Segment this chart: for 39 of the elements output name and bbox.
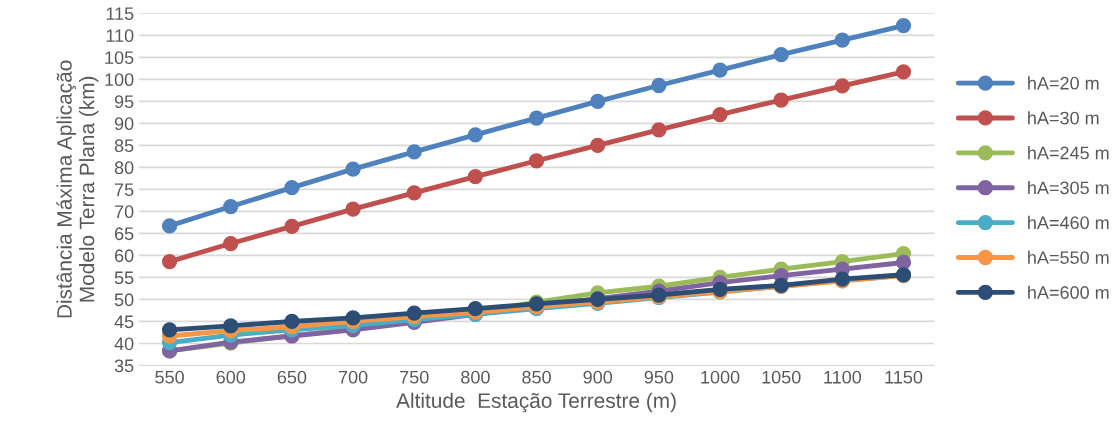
y-tick-label: 35 bbox=[114, 359, 134, 373]
y-tick-label: 90 bbox=[114, 117, 134, 131]
legend-label: hA=20 m bbox=[1028, 76, 1099, 90]
legend-label: hA=305 m bbox=[1028, 180, 1109, 195]
x-tick-label: 750 bbox=[400, 370, 429, 384]
y-tick-label: 45 bbox=[114, 315, 134, 329]
x-tick-label: 1000 bbox=[701, 370, 740, 384]
x-tick-label: 800 bbox=[461, 370, 490, 384]
y-tick-label: 85 bbox=[114, 139, 134, 153]
x-tick-label: 900 bbox=[583, 370, 613, 384]
y-tick-label: 115 bbox=[106, 7, 134, 21]
y-tick-label: 75 bbox=[114, 183, 134, 197]
legend-label: hA=460 m bbox=[1028, 215, 1109, 230]
x-tick-label: 1050 bbox=[762, 370, 801, 384]
legend-label: hA=550 m bbox=[1028, 250, 1109, 264]
y-tick-label: 65 bbox=[114, 227, 134, 241]
y-tick-label: 110 bbox=[106, 29, 134, 43]
legend-label: hA=30 m bbox=[1028, 111, 1099, 125]
x-tick-label: 1150 bbox=[885, 370, 923, 384]
y-tick-label: 80 bbox=[114, 161, 134, 175]
y-tick-label: 100 bbox=[105, 73, 134, 87]
x-tick-label: 600 bbox=[216, 370, 246, 384]
legend-label: hA=600 m bbox=[1028, 285, 1109, 299]
y-tick-label: 60 bbox=[114, 249, 134, 263]
y-axis-title: Distância Máxima Aplicação Modelo Terra Plana (km) bbox=[56, 60, 99, 318]
x-axis-title: Altitude Estação Terrestre (m) bbox=[396, 392, 676, 413]
y-tick-label: 95 bbox=[114, 95, 134, 109]
x-tick-label: 650 bbox=[277, 370, 307, 384]
y-tick-label: 40 bbox=[114, 337, 134, 351]
y-tick-label: 55 bbox=[114, 271, 134, 285]
x-tick-label: 550 bbox=[155, 370, 184, 384]
y-tick-label: 70 bbox=[114, 205, 134, 219]
legend-label: hA=245 m bbox=[1028, 146, 1109, 160]
y-tick-label: 105 bbox=[105, 51, 134, 65]
y-tick-label: 50 bbox=[114, 293, 134, 307]
x-tick-label: 700 bbox=[338, 370, 368, 384]
x-tick-label: 850 bbox=[522, 370, 551, 384]
x-tick-label: 1100 bbox=[824, 370, 862, 384]
x-tick-label: 950 bbox=[644, 370, 674, 384]
